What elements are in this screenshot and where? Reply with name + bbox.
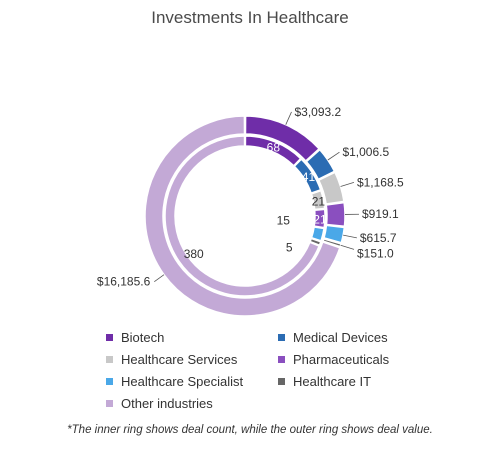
chart-footnote: *The inner ring shows deal count, while … <box>67 424 433 436</box>
inner-ring-label-5: 5 <box>286 240 293 254</box>
outer-ring-slice-6 <box>144 115 341 317</box>
outer-ring-slice-4 <box>323 224 346 244</box>
inner-ring-label-4: 15 <box>277 214 291 228</box>
outer-ring-leader-4 <box>343 234 357 239</box>
legend-swatch-2 <box>106 356 113 363</box>
inner-ring-label-1: 41 <box>302 170 316 184</box>
legend-item-3: Pharmaceuticals <box>278 352 389 367</box>
outer-ring-slice-5 <box>322 237 342 248</box>
outer-ring-label-6: $16,185.6 <box>97 275 151 289</box>
outer-ring-label-0: $3,093.2 <box>294 105 341 119</box>
donut-svg: $3,093.2 $1,006.5 $1,168.5 $919.1 $615.7$151… <box>97 105 404 317</box>
legend-label-2: Healthcare Services <box>121 352 238 367</box>
inner-ring-slice-4 <box>310 226 325 242</box>
legend-label-1: Medical Devices <box>293 330 388 345</box>
inner-ring-slice-0 <box>244 135 302 167</box>
legend-label-3: Pharmaceuticals <box>293 352 390 367</box>
legend-item-4: Healthcare Specialist <box>106 374 243 389</box>
outer-ring-slice-1 <box>305 148 336 181</box>
legend-swatch-5 <box>278 378 285 385</box>
outer-ring-label-2: $1,168.5 <box>357 175 404 189</box>
legend-label-5: Healthcare IT <box>293 374 372 389</box>
outer-ring-slice-2 <box>317 171 345 205</box>
legend-item-0: Biotech <box>106 330 164 345</box>
inner-ring-label-2: 21 <box>312 195 326 209</box>
legend-item-2: Healthcare Services <box>106 352 237 367</box>
outer-ring-label-1: $1,006.5 <box>342 145 389 159</box>
legend-item-6: Other industries <box>106 396 213 411</box>
outer-ring-leader-6 <box>154 274 165 283</box>
outer-ring-slice-0 <box>244 115 321 162</box>
legend-item-1: Medical Devices <box>278 330 388 345</box>
legend-item-5: Healthcare IT <box>278 374 371 389</box>
outer-ring-leader-2 <box>340 182 355 187</box>
outer-ring-leader-0 <box>285 111 292 125</box>
legend-swatch-4 <box>106 378 113 385</box>
outer-ring-label-5: $151.0 <box>357 246 394 260</box>
legend-label-0: Biotech <box>121 330 165 345</box>
inner-ring-slice-6 <box>164 135 321 297</box>
inner-ring-slice-2 <box>310 189 326 211</box>
outer-ring-leader-1 <box>327 151 340 161</box>
outer-ring-leader-5 <box>340 244 355 250</box>
outer-ring-slice-3 <box>325 201 346 228</box>
outer-ring-label-4: $615.7 <box>360 231 397 245</box>
legend-swatch-0 <box>106 334 113 341</box>
legend-swatch-3 <box>278 356 285 363</box>
legend-swatch-1 <box>278 334 285 341</box>
inner-ring-slice-1 <box>293 158 322 195</box>
chart-title: Investments In Healthcare <box>151 8 349 27</box>
legend-swatch-6 <box>106 400 113 407</box>
inner-ring-label-0: 68 <box>267 141 281 155</box>
inner-ring-slice-5 <box>309 237 322 247</box>
legend-label-6: Other industries <box>121 396 213 411</box>
inner-ring-label-3: 21 <box>313 212 327 226</box>
inner-ring-slice-3 <box>313 208 326 229</box>
outer-ring-label-3: $919.1 <box>362 207 399 221</box>
legend-label-4: Healthcare Specialist <box>121 374 244 389</box>
inner-ring-label-6: 380 <box>184 247 204 261</box>
